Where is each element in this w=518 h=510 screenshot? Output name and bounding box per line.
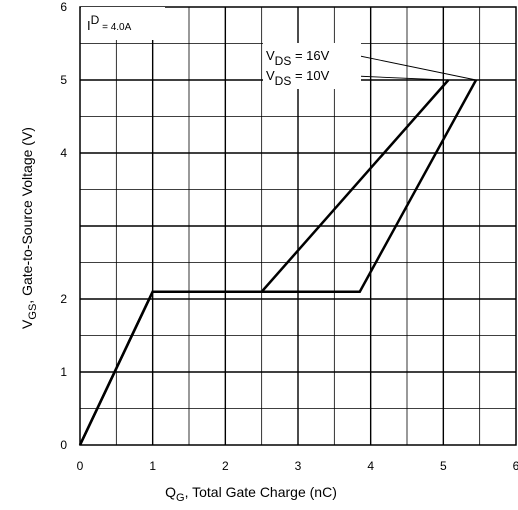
x-tick-label: 5 [440, 459, 447, 473]
vds-annotation-box [263, 43, 361, 89]
x-tick-label: 0 [77, 459, 84, 473]
y-tick-label: 2 [60, 292, 67, 306]
y-tick-label: 1 [60, 365, 67, 379]
x-tick-label: 2 [222, 459, 229, 473]
y-tick-label: 6 [60, 0, 67, 14]
y-tick-label: 4 [60, 146, 67, 160]
x-tick-label: 1 [149, 459, 156, 473]
x-tick-label: 6 [513, 459, 518, 473]
leader-10v [354, 75, 446, 81]
series-line-1 [78, 79, 450, 446]
id-annotation: ID = 4.0A [87, 13, 132, 33]
y-tick-label: 5 [60, 73, 67, 87]
series-lines [78, 79, 478, 446]
leader-16v [354, 54, 477, 81]
y-tick-labels: 0 1 2 4 5 6 [60, 0, 67, 452]
x-tick-label: 3 [295, 459, 302, 473]
id-annotation-box [81, 7, 165, 40]
x-axis-label: QG, Total Gate Charge (nC) [165, 484, 337, 504]
x-tick-labels: 0 1 2 3 4 5 6 [77, 459, 518, 473]
plot-frame [79, 6, 517, 446]
leader-lines [354, 54, 477, 81]
vds-16v-annotation: VDS = 16V [266, 48, 330, 68]
y-tick-label: 0 [60, 438, 67, 452]
x-tick-label: 4 [367, 459, 374, 473]
vds-10v-annotation: VDS = 10V [266, 68, 330, 88]
y-axis-label: VGS, Gate-to-Source Voltage (V) [19, 127, 39, 329]
